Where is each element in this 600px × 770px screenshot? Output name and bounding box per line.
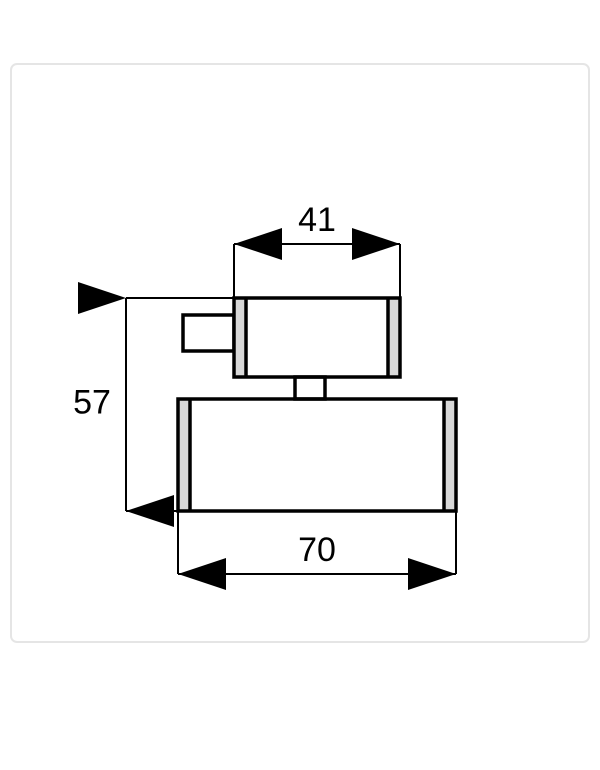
dim-top-width-label: 41 [298, 201, 336, 239]
rear-block [183, 315, 234, 351]
top-sil-left [234, 298, 246, 377]
top-body [234, 298, 400, 377]
base-body [178, 399, 456, 511]
dim-base-width-label: 70 [298, 531, 336, 569]
base-sil-left [178, 399, 190, 511]
dim-height-label: 57 [73, 383, 111, 421]
top-sil-right [388, 298, 400, 377]
base-sil-right [444, 399, 456, 511]
neck [295, 377, 325, 399]
